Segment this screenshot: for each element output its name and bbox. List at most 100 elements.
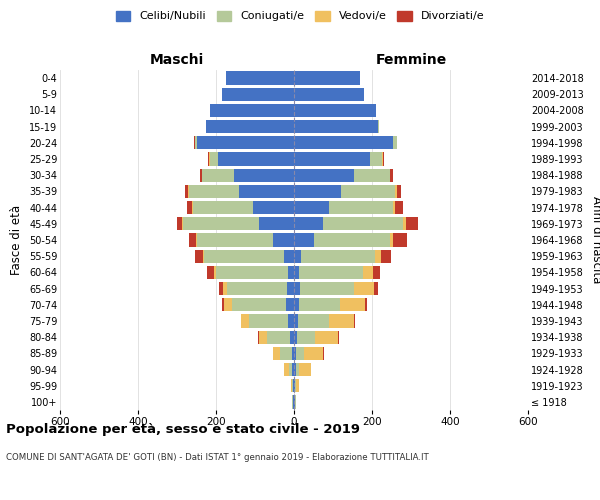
Bar	[176, 217, 182, 230]
Bar	[292, 396, 293, 408]
Bar	[286, 298, 294, 312]
Bar	[394, 201, 395, 214]
Bar	[406, 217, 418, 230]
Bar	[294, 250, 301, 263]
Bar	[188, 185, 239, 198]
Bar	[294, 217, 323, 230]
Text: COMUNE DI SANT'AGATA DE' GOTI (BN) - Dati ISTAT 1° gennaio 2019 - Elaborazione T: COMUNE DI SANT'AGATA DE' GOTI (BN) - Dat…	[6, 452, 429, 462]
Bar	[395, 185, 397, 198]
Bar	[292, 346, 294, 360]
Bar	[341, 185, 395, 198]
Bar	[301, 250, 375, 263]
Bar	[188, 234, 196, 246]
Bar	[259, 330, 266, 344]
Bar	[294, 201, 329, 214]
Bar	[241, 314, 249, 328]
Bar	[233, 168, 294, 182]
Bar	[222, 298, 224, 312]
Bar	[394, 234, 407, 246]
Bar	[299, 298, 340, 312]
Bar	[378, 120, 379, 134]
Bar	[226, 72, 294, 85]
Bar	[258, 330, 259, 344]
Bar	[297, 330, 314, 344]
Bar	[197, 136, 294, 149]
Bar	[389, 168, 391, 182]
Bar	[294, 363, 296, 376]
Bar	[204, 250, 284, 263]
Bar	[299, 363, 311, 376]
Y-axis label: Fasce di età: Fasce di età	[10, 205, 23, 275]
Bar	[338, 330, 339, 344]
Bar	[314, 330, 338, 344]
Bar	[294, 266, 299, 279]
Text: Popolazione per età, sesso e stato civile - 2019: Popolazione per età, sesso e stato civil…	[6, 422, 360, 436]
Bar	[294, 330, 297, 344]
Bar	[210, 152, 218, 166]
Bar	[223, 282, 227, 295]
Bar	[291, 379, 292, 392]
Bar	[294, 120, 378, 134]
Bar	[259, 217, 294, 230]
Bar	[383, 152, 385, 166]
Bar	[296, 346, 304, 360]
Bar	[294, 298, 299, 312]
Bar	[382, 152, 383, 166]
Bar	[249, 314, 288, 328]
Bar	[185, 185, 188, 198]
Bar	[294, 72, 360, 85]
Bar	[253, 201, 294, 214]
Bar	[272, 234, 294, 246]
Bar	[294, 314, 298, 328]
Bar	[218, 152, 294, 166]
Bar	[287, 282, 294, 295]
Bar	[294, 396, 295, 408]
Bar	[394, 136, 397, 149]
Bar	[219, 282, 223, 295]
Bar	[300, 282, 355, 295]
Bar	[323, 217, 403, 230]
Bar	[295, 379, 296, 392]
Bar	[202, 168, 233, 182]
Bar	[296, 363, 299, 376]
Bar	[294, 88, 364, 101]
Bar	[194, 250, 203, 263]
Bar	[272, 346, 274, 360]
Legend: Celibi/Nubili, Coniugati/e, Vedovi/e, Divorziati/e: Celibi/Nubili, Coniugati/e, Vedovi/e, Di…	[116, 10, 484, 22]
Bar	[355, 282, 374, 295]
Bar	[294, 346, 296, 360]
Bar	[214, 266, 216, 279]
Bar	[227, 282, 287, 295]
Bar	[209, 152, 210, 166]
Bar	[216, 266, 288, 279]
Bar	[194, 136, 197, 149]
Bar	[299, 266, 363, 279]
Bar	[206, 120, 294, 134]
Bar	[296, 379, 299, 392]
Bar	[323, 346, 324, 360]
Bar	[294, 168, 355, 182]
Bar	[294, 282, 300, 295]
Bar	[280, 346, 292, 360]
Bar	[294, 152, 370, 166]
Bar	[329, 201, 394, 214]
Bar	[288, 266, 294, 279]
Bar	[294, 379, 295, 392]
Bar	[222, 88, 294, 101]
Bar	[210, 104, 294, 117]
Y-axis label: Anni di nascita: Anni di nascita	[590, 196, 600, 284]
Bar	[373, 266, 380, 279]
Bar	[193, 201, 253, 214]
Bar	[365, 298, 367, 312]
Text: Maschi: Maschi	[150, 53, 204, 67]
Bar	[294, 234, 314, 246]
Bar	[381, 250, 391, 263]
Bar	[375, 250, 381, 263]
Bar	[208, 152, 209, 166]
Bar	[294, 185, 341, 198]
Bar	[196, 234, 197, 246]
Bar	[192, 201, 193, 214]
Bar	[391, 168, 394, 182]
Bar	[274, 346, 280, 360]
Bar	[363, 266, 373, 279]
